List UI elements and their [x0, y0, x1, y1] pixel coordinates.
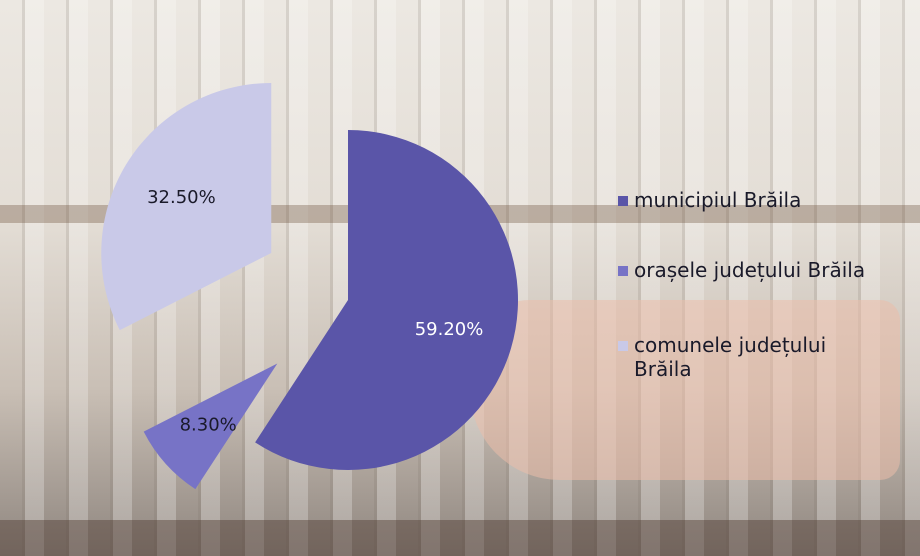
pie-slice [143, 363, 278, 490]
pie-slice [255, 130, 519, 470]
data-label: 59.20% [415, 319, 484, 340]
shelf [0, 520, 920, 556]
pie-slice [101, 82, 272, 331]
legend-entry: orașele județului Brăila [618, 258, 908, 282]
legend-swatch [618, 196, 628, 206]
data-label: 32.50% [147, 187, 216, 208]
data-label: 8.30% [180, 415, 237, 436]
legend-label: municipiul Brăila [634, 188, 802, 212]
legend-label: comunele județului Brăila [634, 333, 827, 381]
legend-swatch [618, 266, 628, 276]
legend-entry: municipiul Brăila [618, 188, 908, 212]
hand [470, 300, 900, 480]
legend-entry: comunele județului Brăila [618, 333, 908, 381]
legend-label: orașele județului Brăila [634, 258, 866, 282]
legend-swatch [618, 341, 628, 351]
